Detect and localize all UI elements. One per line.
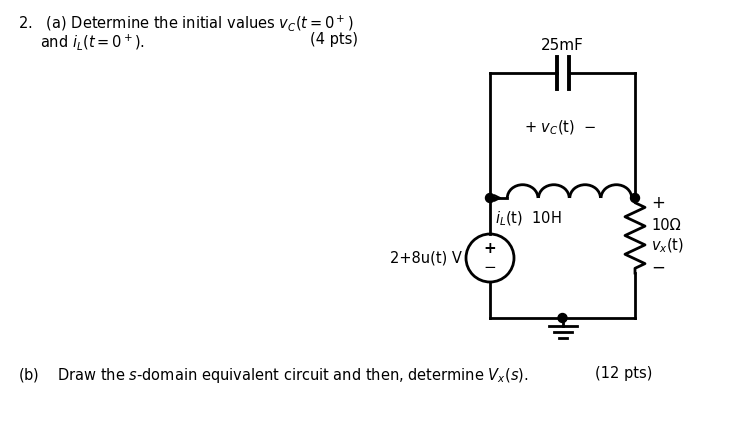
Text: (b)    Draw the $s$-domain equivalent circuit and then, determine $V_x(s)$.: (b) Draw the $s$-domain equivalent circu…: [18, 366, 529, 385]
Circle shape: [485, 193, 494, 202]
Circle shape: [558, 313, 567, 323]
Text: and $i_L$$(t = 0^+)$.: and $i_L$$(t = 0^+)$.: [40, 32, 145, 52]
Text: −: −: [651, 259, 665, 277]
Text: (4 pts): (4 pts): [310, 32, 358, 47]
Text: −: −: [484, 259, 496, 274]
Text: +: +: [484, 241, 496, 256]
Text: + $v_C$(t)  −: + $v_C$(t) −: [524, 118, 597, 137]
Text: (12 pts): (12 pts): [595, 366, 653, 381]
Text: 10Ω: 10Ω: [651, 218, 680, 233]
Circle shape: [631, 193, 640, 202]
Text: +: +: [651, 194, 665, 212]
Text: $i_L$(t)  10H: $i_L$(t) 10H: [495, 210, 562, 229]
Text: 25mF: 25mF: [541, 38, 584, 53]
Text: $v_x$(t): $v_x$(t): [651, 236, 684, 255]
Text: 2.   (a) Determine the initial values $v_C$$(t = 0^+)$: 2. (a) Determine the initial values $v_C…: [18, 13, 354, 33]
Text: 2+8u(t) V: 2+8u(t) V: [390, 250, 462, 265]
